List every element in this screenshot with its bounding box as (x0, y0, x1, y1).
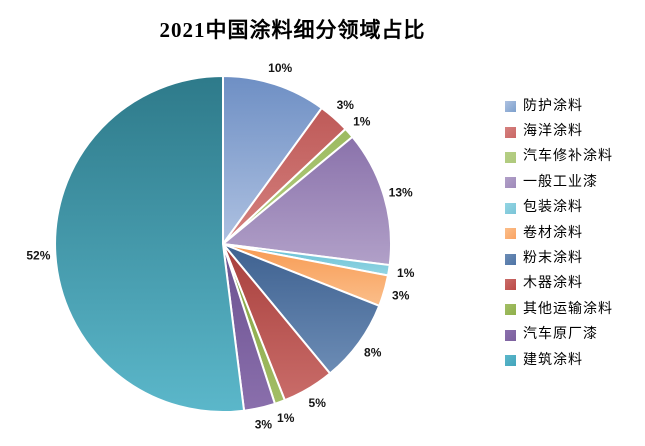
legend-swatch (505, 355, 516, 367)
legend-label: 汽车修补涂料 (523, 149, 613, 165)
legend-label: 木器涂料 (523, 276, 583, 292)
legend-item: 卷材涂料 (505, 221, 613, 246)
legend-label: 一般工业漆 (523, 174, 598, 190)
legend-item: 汽车修补涂料 (505, 145, 613, 170)
legend-swatch (505, 329, 516, 341)
pie-slice (54, 75, 246, 413)
legend-item: 包装涂料 (505, 196, 613, 221)
legend-label: 卷材涂料 (523, 225, 583, 241)
slice-percent-label: 1% (277, 411, 295, 425)
legend-item: 建筑涂料 (505, 348, 613, 373)
legend-item: 其他运输涂料 (505, 297, 613, 322)
legend-swatch (505, 228, 516, 240)
legend-item: 汽车原厂漆 (505, 323, 613, 348)
pie-labels: 10% 3% 1% 13% 1% 3% 8% 5% 1% 3% 52% (26, 61, 414, 431)
legend-swatch (505, 278, 516, 290)
pie-slices (54, 75, 393, 413)
pie-slice (222, 75, 323, 245)
legend-swatch (505, 177, 516, 189)
slice-percent-label: 52% (26, 249, 50, 263)
slice-percent-label: 3% (255, 418, 273, 432)
legend-swatch (505, 126, 516, 138)
slice-percent-label: 10% (268, 61, 292, 75)
legend-label: 海洋涂料 (523, 124, 583, 140)
legend-label: 建筑涂料 (523, 352, 583, 368)
legend-label: 其他运输涂料 (523, 301, 613, 317)
legend-swatch (505, 304, 516, 316)
legend-swatch (505, 202, 516, 214)
slice-percent-label: 3% (337, 98, 355, 112)
legend-item: 海洋涂料 (505, 119, 613, 144)
slice-percent-label: 8% (364, 346, 382, 360)
pie-slice (222, 135, 393, 267)
slice-percent-label: 1% (353, 115, 371, 129)
legend-swatch (505, 151, 516, 163)
slice-percent-label: 1% (397, 266, 415, 280)
legend-swatch (505, 253, 516, 265)
legend-item: 木器涂料 (505, 272, 613, 297)
legend-swatch (505, 101, 516, 113)
slice-percent-label: 5% (309, 396, 327, 410)
legend: 防护涂料海洋涂料汽车修补涂料 一般工业漆包装涂料卷材涂料粉末涂料木器涂料其他运输涂… (505, 94, 613, 373)
legend-label: 粉末涂料 (523, 251, 583, 267)
legend-item: 粉末涂料 (505, 246, 613, 271)
legend-item: 防护涂料 (505, 94, 613, 119)
legend-label: 汽车原厂漆 (523, 327, 598, 343)
legend-item: 一般工业漆 (505, 170, 613, 195)
slice-percent-label: 13% (389, 185, 413, 199)
slice-percent-label: 3% (392, 289, 410, 303)
legend-label: 防护涂料 (523, 98, 583, 114)
chart-title: 2021中国涂料细分领域占比 (159, 18, 426, 42)
legend-label: 包装涂料 (523, 200, 583, 216)
